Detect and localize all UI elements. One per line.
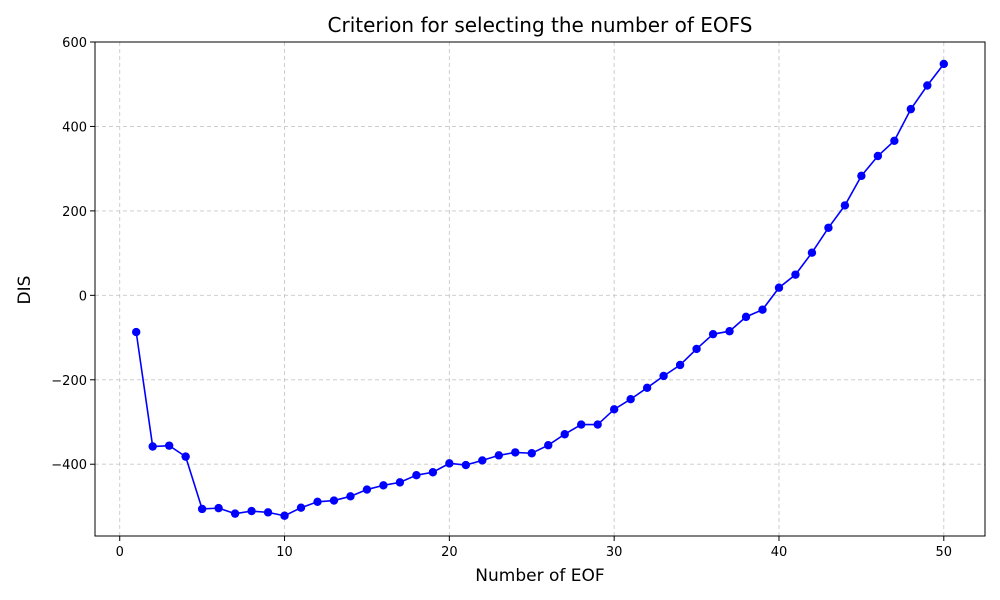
x-tick-label: 10: [276, 545, 293, 560]
x-tick-label: 20: [441, 545, 458, 560]
y-axis-label: DIS: [15, 276, 35, 305]
data-point: [824, 223, 833, 232]
data-point: [560, 430, 569, 439]
data-point: [247, 506, 256, 516]
data-point: [346, 492, 355, 501]
series-line: [135, 63, 945, 517]
data-point: [313, 497, 322, 506]
data-point: [164, 441, 174, 450]
data-series: [132, 59, 948, 520]
data-point: [197, 504, 207, 514]
grid: [95, 41, 985, 536]
data-point: [132, 327, 141, 337]
data-point: [362, 485, 372, 494]
data-point: [692, 344, 701, 354]
y-tick-label: 400: [62, 120, 87, 135]
data-point: [527, 449, 536, 458]
data-point: [511, 448, 520, 457]
data-point: [412, 471, 421, 480]
data-point: [725, 327, 734, 336]
data-point: [642, 383, 652, 392]
data-point: [659, 371, 668, 381]
data-point: [428, 468, 438, 477]
x-tick-label: 40: [771, 545, 788, 560]
data-point: [494, 451, 503, 460]
data-point: [675, 360, 685, 370]
data-point: [840, 201, 850, 210]
data-point: [544, 441, 553, 450]
data-point: [758, 305, 767, 314]
data-point: [395, 478, 405, 487]
data-point: [890, 136, 899, 145]
data-point: [939, 59, 948, 69]
data-point: [296, 503, 306, 512]
x-tick-label: 0: [116, 545, 124, 560]
data-point: [577, 420, 586, 429]
data-point: [626, 395, 635, 404]
data-point: [230, 509, 240, 518]
data-point: [461, 460, 471, 470]
data-point: [329, 496, 339, 505]
data-point: [478, 456, 487, 465]
data-point: [708, 329, 718, 339]
y-tick-label: −200: [51, 374, 87, 389]
data-point: [791, 270, 800, 279]
data-point: [593, 420, 602, 429]
data-point: [873, 151, 883, 161]
data-point: [906, 104, 916, 114]
axis-ticks: 0 10 20 30 40 50 −400 −200 0 200 400 600: [51, 36, 952, 560]
data-point: [263, 508, 273, 517]
data-point: [181, 452, 190, 461]
data-point: [857, 171, 866, 181]
plot-frame: [94, 41, 986, 537]
data-point: [214, 503, 223, 513]
y-tick-label: 0: [79, 289, 87, 304]
chart-title: Criterion for selecting the number of EO…: [328, 13, 753, 37]
x-tick-label: 50: [936, 545, 953, 560]
data-point: [379, 481, 388, 490]
data-point: [807, 248, 817, 257]
data-point: [741, 312, 751, 322]
y-tick-label: −400: [51, 458, 87, 473]
x-axis-label: Number of EOF: [475, 566, 604, 586]
data-point: [148, 442, 157, 451]
data-point: [445, 459, 454, 468]
data-point: [280, 511, 289, 520]
y-tick-label: 600: [62, 36, 87, 51]
data-point: [609, 405, 619, 414]
x-tick-label: 30: [606, 545, 623, 560]
y-tick-label: 200: [62, 205, 87, 220]
data-point: [774, 283, 784, 292]
data-point: [923, 81, 932, 90]
